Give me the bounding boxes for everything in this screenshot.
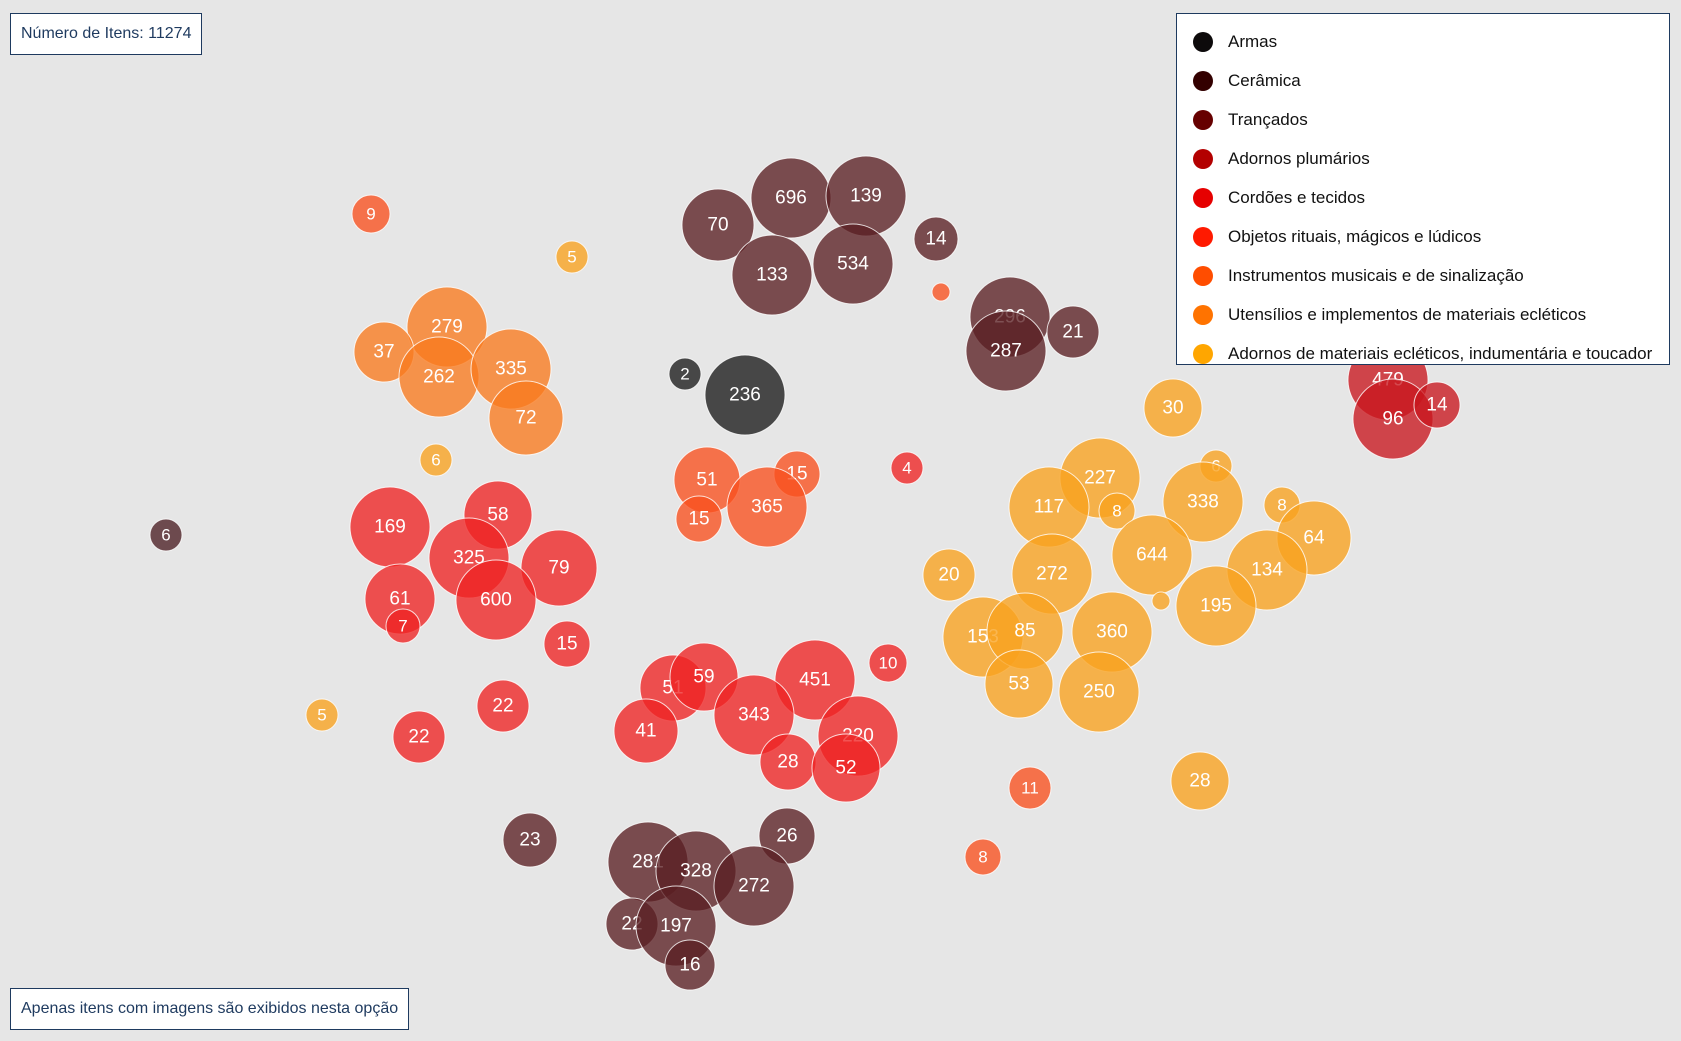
bubble-169[interactable]	[349, 486, 431, 568]
bubble-20[interactable]	[922, 548, 976, 602]
bubble-8[interactable]	[1098, 492, 1136, 530]
legend-label: Armas	[1228, 31, 1278, 51]
legend-label: Instrumentos musicais e de sinalização	[1228, 265, 1524, 285]
bubble-600[interactable]	[455, 559, 537, 641]
bubble-7[interactable]	[385, 608, 421, 644]
legend-dot	[1193, 148, 1213, 169]
bubble-70[interactable]	[681, 188, 755, 262]
legend-label: Objetos rituais, mágicos e lúdicos	[1228, 226, 1482, 246]
bubble-236[interactable]	[704, 354, 786, 436]
legend-dot	[1193, 343, 1213, 364]
bubble-unlabeled[interactable]	[931, 282, 951, 302]
bubble-696[interactable]	[750, 157, 832, 239]
bubble-262[interactable]	[398, 336, 480, 418]
bubble-9[interactable]	[351, 194, 391, 234]
bubble-272[interactable]	[713, 845, 795, 927]
legend-dot	[1193, 70, 1213, 91]
images-only-note: Apenas itens com imagens são exibidos ne…	[10, 988, 410, 1030]
bubble-6[interactable]	[419, 443, 453, 477]
bubble-287[interactable]	[965, 310, 1047, 392]
legend-dot	[1193, 109, 1213, 130]
bubble-53[interactable]	[984, 649, 1054, 719]
bubble-79[interactable]	[520, 529, 598, 607]
legend-item-armas[interactable]: Armas	[1177, 22, 1669, 61]
bubble-2[interactable]	[668, 357, 702, 391]
legend: Armas Cerâmica Trançados Adornos plumári…	[1176, 13, 1670, 365]
legend-item-instrumentos-musicais[interactable]: Instrumentos musicais e de sinalização	[1177, 256, 1669, 295]
bubble-644[interactable]	[1111, 514, 1193, 596]
legend-item-trancados[interactable]: Trançados	[1177, 100, 1669, 139]
bubble-14[interactable]	[1413, 381, 1461, 429]
legend-label: Utensílios e implementos de materiais ec…	[1228, 304, 1587, 324]
bubble-23[interactable]	[502, 812, 558, 868]
bubble-22[interactable]	[392, 710, 446, 764]
bubble-365[interactable]	[726, 466, 808, 548]
bubble-5[interactable]	[305, 698, 339, 732]
legend-item-adornos-plumarios[interactable]: Adornos plumários	[1177, 139, 1669, 178]
bubble-451[interactable]	[774, 639, 856, 721]
bubble-16[interactable]	[664, 939, 716, 991]
legend-label: Cordões e tecidos	[1228, 187, 1366, 207]
bubble-21[interactable]	[1046, 305, 1100, 359]
legend-dot	[1193, 304, 1213, 325]
legend-dot	[1193, 226, 1213, 247]
bubble-15[interactable]	[675, 495, 723, 543]
bubble-72[interactable]	[488, 380, 564, 456]
bubble-343[interactable]	[713, 674, 795, 756]
legend-item-cordoes-tecidos[interactable]: Cordões e tecidos	[1177, 178, 1669, 217]
legend-dot	[1193, 265, 1213, 286]
bubble-11[interactable]	[1008, 766, 1052, 810]
bubble-30[interactable]	[1143, 378, 1203, 438]
bubble-534[interactable]	[812, 223, 894, 305]
bubble-250[interactable]	[1058, 651, 1140, 733]
bubble-139[interactable]	[825, 155, 907, 237]
legend-item-objetos-rituais[interactable]: Objetos rituais, mágicos e lúdicos	[1177, 217, 1669, 256]
bubble-133[interactable]	[731, 234, 813, 316]
legend-label: Adornos de materiais ecléticos, indument…	[1228, 343, 1653, 363]
legend-label: Cerâmica	[1228, 70, 1301, 90]
bubble-28[interactable]	[1170, 751, 1230, 811]
legend-dot	[1193, 187, 1213, 208]
legend-item-adornos-ecleticos[interactable]: Adornos de materiais ecléticos, indument…	[1177, 334, 1669, 373]
bubble-14[interactable]	[913, 216, 959, 262]
legend-dot	[1193, 31, 1213, 52]
bubble-22[interactable]	[476, 679, 530, 733]
bubble-4[interactable]	[890, 451, 924, 485]
bubble-10[interactable]	[868, 643, 908, 683]
bubble-5[interactable]	[555, 240, 589, 274]
bubble-338[interactable]	[1162, 461, 1244, 543]
item-count-label: Número de Itens: 11274	[10, 13, 203, 55]
legend-item-utensilios[interactable]: Utensílios e implementos de materiais ec…	[1177, 295, 1669, 334]
bubble-41[interactable]	[613, 698, 679, 764]
bubble-6[interactable]	[149, 518, 183, 552]
legend-label: Adornos plumários	[1228, 148, 1370, 168]
bubble-195[interactable]	[1175, 565, 1257, 647]
legend-item-ceramica[interactable]: Cerâmica	[1177, 61, 1669, 100]
bubble-28[interactable]	[759, 733, 817, 791]
bubble-unlabeled[interactable]	[1151, 591, 1171, 611]
bubble-8[interactable]	[964, 838, 1002, 876]
bubble-15[interactable]	[543, 620, 591, 668]
bubble-52[interactable]	[811, 733, 881, 803]
legend-label: Trançados	[1228, 109, 1308, 129]
